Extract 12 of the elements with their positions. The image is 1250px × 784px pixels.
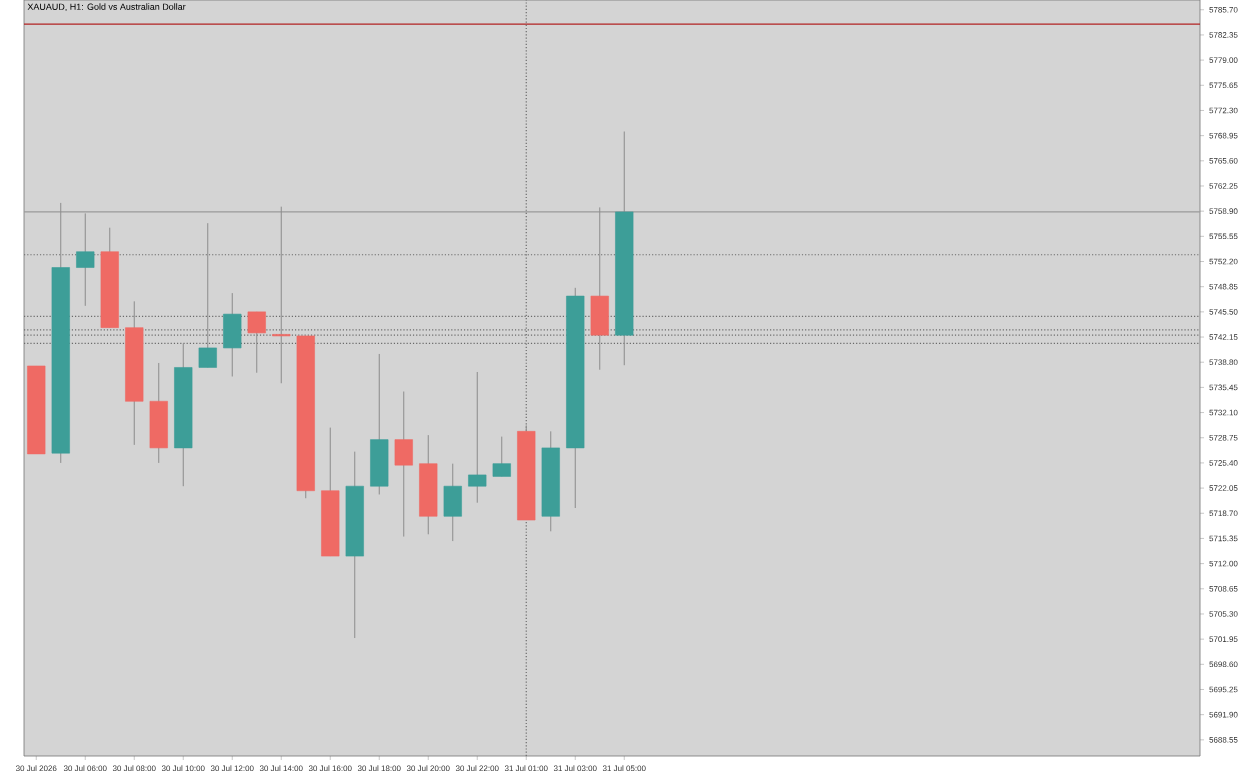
candlestick (272, 206, 291, 384)
candlestick (590, 206, 609, 371)
candlestick (149, 362, 168, 464)
candlestick (198, 222, 217, 368)
candlestick (394, 391, 413, 538)
candlestick (492, 436, 511, 477)
candlestick (443, 463, 462, 542)
candlestick (247, 311, 266, 374)
candlestick (223, 292, 242, 377)
candlestick (468, 371, 487, 504)
candlestick (76, 212, 95, 307)
candlestick (370, 353, 389, 495)
